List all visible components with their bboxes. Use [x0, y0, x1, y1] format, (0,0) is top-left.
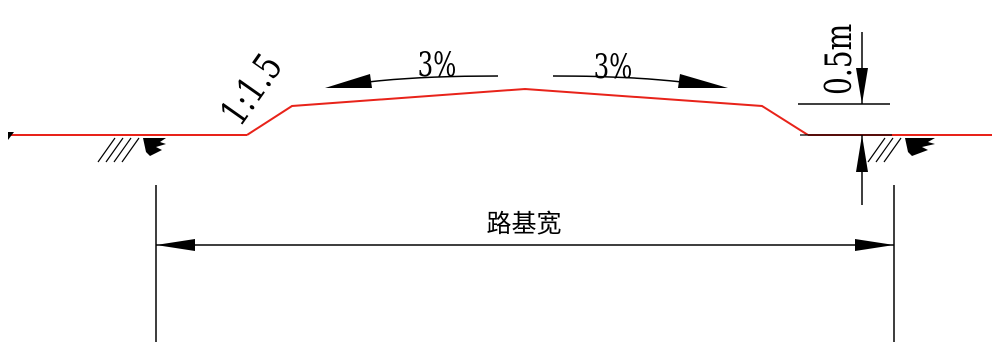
height-label: 0.5m	[818, 24, 860, 95]
ground-hatch-left	[97, 137, 166, 163]
width-dimension	[155, 185, 895, 342]
height-arrow-top	[856, 68, 868, 104]
crossfall-arrow-left	[325, 74, 499, 88]
embankment-profile	[246, 87, 809, 136]
crossfall-right-label: 3%	[594, 47, 633, 86]
width-label: 路基宽	[486, 209, 561, 238]
ground-hatch-right	[867, 137, 935, 163]
crossfall-left-label: 3%	[418, 45, 457, 84]
crossfall-arrow-right	[552, 74, 728, 88]
ground-tick-left	[8, 132, 14, 140]
width-arrow-left	[156, 239, 195, 251]
slope-ratio-label: 1:1.5	[212, 46, 292, 134]
width-arrow-right	[855, 239, 894, 251]
height-arrow-bottom	[856, 135, 868, 172]
